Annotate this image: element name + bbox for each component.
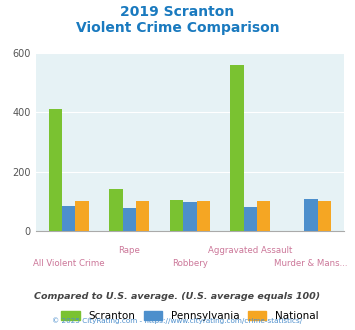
Text: Aggravated Assault: Aggravated Assault <box>208 246 293 255</box>
Bar <box>304 199 318 231</box>
Bar <box>318 201 331 231</box>
Bar <box>109 189 123 231</box>
Bar <box>76 201 89 231</box>
Bar <box>136 201 149 231</box>
Bar <box>183 202 197 231</box>
Text: Compared to U.S. average. (U.S. average equals 100): Compared to U.S. average. (U.S. average … <box>34 292 321 301</box>
Legend: Scranton, Pennsylvania, National: Scranton, Pennsylvania, National <box>61 311 318 321</box>
Bar <box>257 201 271 231</box>
Text: Murder & Mans...: Murder & Mans... <box>274 259 348 268</box>
Text: Robbery: Robbery <box>172 259 208 268</box>
Bar <box>170 200 183 231</box>
Bar <box>49 109 62 231</box>
Bar <box>244 207 257 231</box>
Text: Violent Crime Comparison: Violent Crime Comparison <box>76 21 279 35</box>
Bar <box>62 206 76 231</box>
Text: All Violent Crime: All Violent Crime <box>33 259 105 268</box>
Bar <box>123 208 136 231</box>
Bar <box>230 65 244 231</box>
Bar <box>197 201 210 231</box>
Text: © 2025 CityRating.com - https://www.cityrating.com/crime-statistics/: © 2025 CityRating.com - https://www.city… <box>53 317 302 324</box>
Text: 2019 Scranton: 2019 Scranton <box>120 5 235 19</box>
Text: Rape: Rape <box>119 246 140 255</box>
